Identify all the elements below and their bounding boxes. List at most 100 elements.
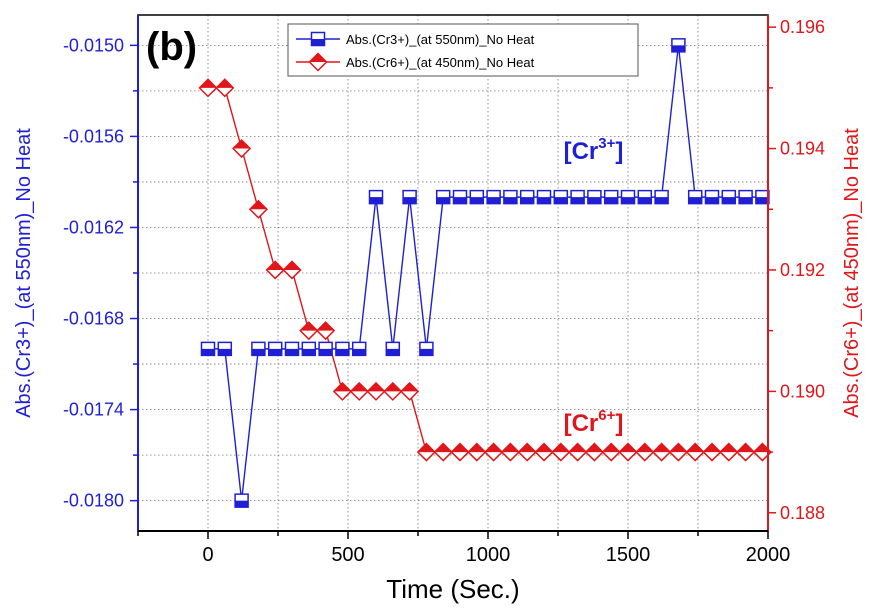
data-point-series-2 xyxy=(299,321,319,341)
data-point-series-2 xyxy=(702,442,722,462)
data-point-series-2 xyxy=(316,321,336,341)
data-point-series-2 xyxy=(719,442,739,462)
series-line-1 xyxy=(208,45,763,501)
data-point-series-1 xyxy=(351,341,367,357)
data-point-series-1 xyxy=(620,189,636,205)
data-point-series-1 xyxy=(570,189,585,205)
data-point-series-1 xyxy=(251,341,266,357)
data-point-series-1 xyxy=(503,189,518,205)
data-point-series-1 xyxy=(536,189,552,205)
data-point-series-2 xyxy=(517,442,537,462)
data-point-series-1 xyxy=(452,189,468,205)
data-point-series-2 xyxy=(416,442,436,462)
data-point-series-2 xyxy=(551,442,571,462)
data-point-series-2 xyxy=(282,260,302,280)
annotation-label: [Cr6+] xyxy=(564,407,624,437)
data-point-series-2 xyxy=(215,78,235,98)
data-point-series-1 xyxy=(671,38,686,53)
legend-label: Abs.(Cr6+)_(at 450nm)_No Heat xyxy=(346,55,535,70)
data-point-series-2 xyxy=(400,381,420,401)
data-point-series-1 xyxy=(469,189,485,205)
panel-label: (b) xyxy=(146,25,197,69)
y-left-tick-label: -0.0168 xyxy=(63,309,124,329)
y-left-tick-label: -0.0156 xyxy=(63,126,124,146)
y-left-tick-label: -0.0150 xyxy=(63,35,124,55)
data-point-series-1 xyxy=(553,189,569,205)
legend-box xyxy=(287,23,639,77)
data-point-series-2 xyxy=(668,442,688,462)
data-point-series-1 xyxy=(603,189,619,205)
data-point-series-1 xyxy=(637,189,653,205)
data-point-series-2 xyxy=(366,381,386,401)
data-point-series-1 xyxy=(704,189,720,205)
data-point-series-2 xyxy=(467,442,487,462)
data-point-series-2 xyxy=(736,442,756,462)
data-point-series-1 xyxy=(284,341,300,357)
data-point-series-1 xyxy=(234,493,249,508)
data-point-series-1 xyxy=(335,341,350,357)
data-point-series-2 xyxy=(349,381,369,401)
annotation-label: [Cr3+] xyxy=(564,135,624,165)
y-right-axis-title: Abs.(Cr6+)_(at 450nm)_No Heat xyxy=(841,128,863,418)
data-point-series-1 xyxy=(200,341,216,357)
data-point-series-2 xyxy=(248,199,268,219)
y-right-tick-label: 0.194 xyxy=(780,139,825,159)
data-point-series-1 xyxy=(368,189,384,205)
data-point-series-1 xyxy=(435,189,451,205)
data-point-series-2 xyxy=(601,442,621,462)
data-point-series-1 xyxy=(301,341,317,357)
data-point-series-1 xyxy=(587,189,602,205)
data-point-series-1 xyxy=(267,341,283,357)
data-point-series-2 xyxy=(534,442,554,462)
data-point-series-1 xyxy=(486,189,501,205)
y-right-tick-label: 0.190 xyxy=(780,381,825,401)
data-point-series-2 xyxy=(198,78,218,98)
y-right-tick-label: 0.192 xyxy=(780,260,825,280)
data-point-series-1 xyxy=(519,189,535,205)
data-point-series-2 xyxy=(332,381,352,401)
data-point-series-2 xyxy=(685,442,705,462)
data-point-series-1 xyxy=(721,189,737,205)
data-point-series-2 xyxy=(500,442,520,462)
data-point-series-2 xyxy=(635,442,655,462)
y-left-axis-title: Abs.(Cr3+)_(at 550nm)_No Heat xyxy=(13,128,35,418)
x-tick-label: 2000 xyxy=(746,544,791,566)
legend: Abs.(Cr3+)_(at 550nm)_No Heat Abs.(Cr6+)_… xyxy=(287,23,639,77)
data-point-series-2 xyxy=(232,138,252,159)
data-point-series-2 xyxy=(618,442,638,462)
y-left-tick-label: -0.0162 xyxy=(63,217,124,237)
data-point-series-2 xyxy=(383,381,403,401)
series-markers xyxy=(198,38,772,508)
data-point-series-1 xyxy=(385,341,401,357)
annotations: [Cr3+] [Cr6+] xyxy=(564,135,624,437)
data-point-series-1 xyxy=(687,189,703,205)
y-left-tick-label: -0.0174 xyxy=(63,400,124,420)
data-point-series-2 xyxy=(652,442,672,462)
data-point-series-1 xyxy=(738,189,753,205)
data-point-series-2 xyxy=(265,260,285,280)
data-point-series-2 xyxy=(568,442,588,462)
data-point-series-2 xyxy=(584,442,604,462)
data-point-series-1 xyxy=(654,189,669,205)
x-tick-label: 1000 xyxy=(466,544,511,566)
data-point-series-1 xyxy=(755,189,770,205)
y-right-tick-label: 0.196 xyxy=(780,17,825,37)
legend-marker xyxy=(308,52,328,72)
legend-items: Abs.(Cr3+)_(at 550nm)_No Heat Abs.(Cr6+)_… xyxy=(296,31,535,72)
data-point-series-2 xyxy=(433,442,453,462)
x-tick-label: 1500 xyxy=(606,544,651,566)
y-right-tick-label: 0.188 xyxy=(780,503,825,523)
data-point-series-2 xyxy=(484,442,504,462)
legend-marker xyxy=(310,31,326,47)
y-left-tick-label: -0.0180 xyxy=(63,491,124,511)
data-point-series-1 xyxy=(402,189,417,205)
x-tick-label: 0 xyxy=(202,544,213,566)
x-tick-label: 500 xyxy=(331,544,364,566)
x-axis-title: Time (Sec.) xyxy=(386,574,519,604)
legend-label: Abs.(Cr3+)_(at 550nm)_No Heat xyxy=(346,32,535,47)
data-point-series-2 xyxy=(450,442,470,462)
data-point-series-1 xyxy=(419,341,434,357)
axis-ticks: 0 500 1000 1500 2000 -0.0150 -0.0156 -0.0162 -0.… xyxy=(63,17,825,566)
data-point-series-1 xyxy=(217,341,233,357)
